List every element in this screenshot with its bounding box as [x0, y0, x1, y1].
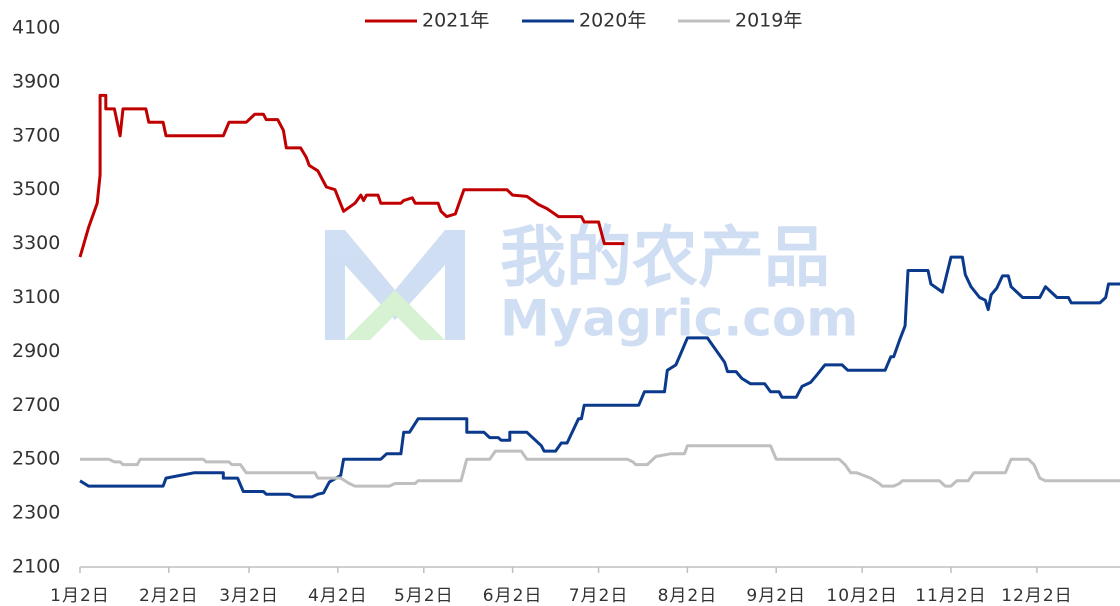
series-line	[80, 444, 1120, 488]
x-tick-label: 1月2日	[50, 586, 110, 606]
x-tick-label: 3月2日	[219, 586, 279, 606]
y-tick-label: 3100	[12, 286, 60, 308]
watermark-text: Myagric.com	[500, 290, 858, 348]
x-tick-label: 11月2日	[915, 586, 986, 606]
legend-label: 2021年	[422, 10, 489, 32]
x-tick-label: 8月2日	[658, 586, 718, 606]
y-tick-label: 3700	[12, 124, 60, 146]
x-tick-label: 9月2日	[746, 586, 806, 606]
y-tick-label: 3900	[12, 70, 60, 92]
y-tick-label: 2500	[12, 448, 60, 470]
y-tick-label: 2100	[12, 556, 60, 578]
legend-label: 2020年	[579, 10, 646, 32]
y-tick-label: 4100	[12, 17, 60, 39]
watermark-logo	[345, 290, 445, 340]
x-tick-label: 4月2日	[308, 586, 368, 606]
series-line	[79, 255, 1120, 499]
watermark: 我的农产品 Myagric.com	[325, 219, 858, 348]
y-tick-label: 2300	[12, 502, 60, 524]
x-tick-label: 2月2日	[139, 586, 199, 606]
y-tick-label: 2900	[12, 340, 60, 362]
y-tick-label: 2700	[12, 394, 60, 416]
x-tick-label: 12月2日	[1001, 586, 1072, 606]
x-tick-label: 10月2日	[826, 586, 897, 606]
watermark-text: 我的农产品	[500, 219, 830, 296]
y-tick-label: 3500	[12, 178, 60, 200]
x-tick-label: 5月2日	[394, 586, 454, 606]
x-tick-label: 6月2日	[483, 586, 543, 606]
x-tick-label: 7月2日	[569, 586, 629, 606]
legend-label: 2019年	[735, 10, 802, 32]
y-tick-label: 3300	[12, 232, 60, 254]
series-line	[78, 93, 625, 258]
watermark-logo	[325, 230, 465, 340]
